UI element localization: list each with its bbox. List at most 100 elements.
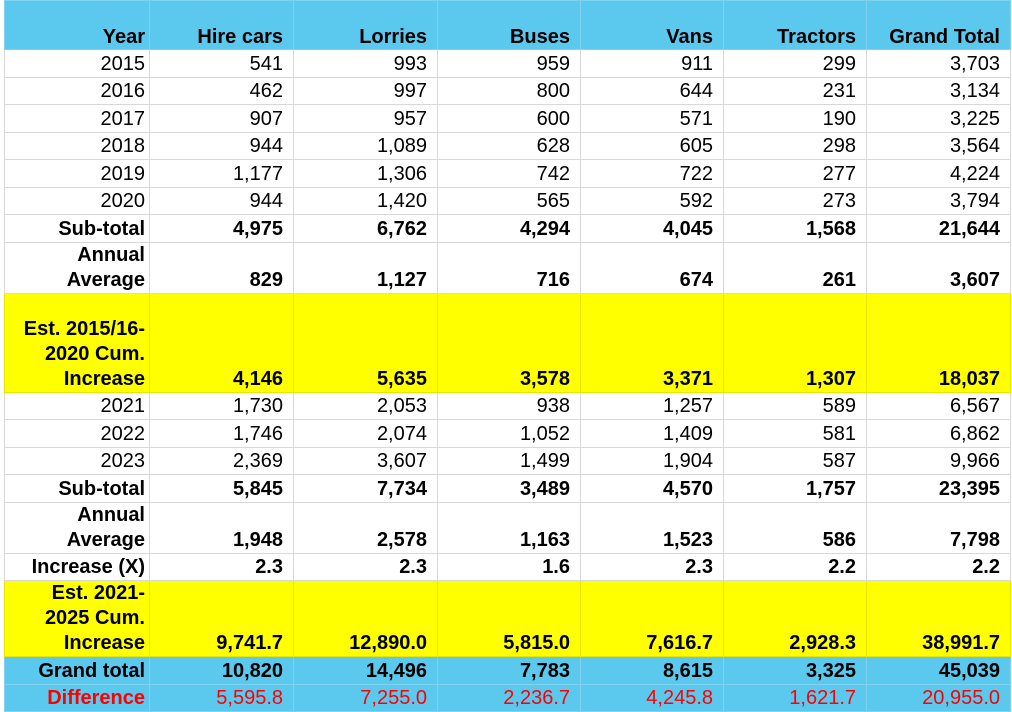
- cell[interactable]: 2.3: [293, 552, 438, 581]
- cell[interactable]: 12,890.0: [293, 580, 438, 657]
- cell[interactable]: 907: [149, 104, 294, 133]
- cell[interactable]: 277: [723, 159, 867, 188]
- cell[interactable]: 45,039: [866, 656, 1011, 685]
- cell[interactable]: 7,616.7: [580, 580, 724, 657]
- cell[interactable]: 589: [723, 391, 867, 420]
- cell[interactable]: 565: [437, 186, 581, 215]
- cell[interactable]: 571: [580, 104, 724, 133]
- cell[interactable]: 2.2: [866, 552, 1011, 581]
- cell[interactable]: 38,991.7: [866, 580, 1011, 657]
- cell[interactable]: 600: [437, 104, 581, 133]
- cell[interactable]: 6,567: [866, 391, 1011, 420]
- header-lorries[interactable]: Lorries: [293, 0, 438, 50]
- cell[interactable]: 2,236.7: [437, 683, 581, 712]
- year-cell[interactable]: 2016: [4, 76, 150, 105]
- cell[interactable]: 1,306: [293, 159, 438, 188]
- year-cell[interactable]: 2019: [4, 159, 150, 188]
- year-cell[interactable]: 2015: [4, 49, 150, 78]
- row-label[interactable]: Difference: [4, 683, 150, 712]
- year-cell[interactable]: 2020: [4, 186, 150, 215]
- cell[interactable]: 1,746: [149, 419, 294, 448]
- cell[interactable]: 2,578: [293, 501, 438, 554]
- cell[interactable]: 190: [723, 104, 867, 133]
- cell[interactable]: 959: [437, 49, 581, 78]
- cell[interactable]: 2.2: [723, 552, 867, 581]
- cell[interactable]: 21,644: [866, 214, 1011, 243]
- cell[interactable]: 716: [437, 241, 581, 294]
- row-label[interactable]: Annual Average: [4, 241, 150, 294]
- cell[interactable]: 1,757: [723, 474, 867, 503]
- cell[interactable]: 997: [293, 76, 438, 105]
- header-buses[interactable]: Buses: [437, 0, 581, 50]
- cell[interactable]: 605: [580, 131, 724, 160]
- header-year[interactable]: Year: [4, 0, 150, 50]
- cell[interactable]: 674: [580, 241, 724, 294]
- cell[interactable]: 2.3: [580, 552, 724, 581]
- cell[interactable]: 2,369: [149, 446, 294, 475]
- header-grand-total[interactable]: Grand Total: [866, 0, 1011, 50]
- cell[interactable]: 6,762: [293, 214, 438, 243]
- cell[interactable]: 3,134: [866, 76, 1011, 105]
- cell[interactable]: 829: [149, 241, 294, 294]
- cell[interactable]: 1,904: [580, 446, 724, 475]
- cell[interactable]: 1,089: [293, 131, 438, 160]
- cell[interactable]: 5,635: [293, 292, 438, 393]
- row-label[interactable]: Sub-total: [4, 474, 150, 503]
- cell[interactable]: 9,741.7: [149, 580, 294, 657]
- cell[interactable]: 462: [149, 76, 294, 105]
- cell[interactable]: 3,325: [723, 656, 867, 685]
- cell[interactable]: 586: [723, 501, 867, 554]
- header-tractors[interactable]: Tractors: [723, 0, 867, 50]
- cell[interactable]: 1,730: [149, 391, 294, 420]
- cell[interactable]: 18,037: [866, 292, 1011, 393]
- year-cell[interactable]: 2021: [4, 391, 150, 420]
- cell[interactable]: 944: [149, 131, 294, 160]
- cell[interactable]: 3,703: [866, 49, 1011, 78]
- cell[interactable]: 8,615: [580, 656, 724, 685]
- cell[interactable]: 993: [293, 49, 438, 78]
- cell[interactable]: 261: [723, 241, 867, 294]
- cell[interactable]: 298: [723, 131, 867, 160]
- cell[interactable]: 1,523: [580, 501, 724, 554]
- year-cell[interactable]: 2018: [4, 131, 150, 160]
- cell[interactable]: 2,053: [293, 391, 438, 420]
- cell[interactable]: 2.3: [149, 552, 294, 581]
- cell[interactable]: 938: [437, 391, 581, 420]
- cell[interactable]: 4,045: [580, 214, 724, 243]
- cell[interactable]: 6,862: [866, 419, 1011, 448]
- cell[interactable]: 644: [580, 76, 724, 105]
- cell[interactable]: 1,409: [580, 419, 724, 448]
- cell[interactable]: 1.6: [437, 552, 581, 581]
- cell[interactable]: 911: [580, 49, 724, 78]
- cell[interactable]: 1,052: [437, 419, 581, 448]
- cell[interactable]: 1,177: [149, 159, 294, 188]
- row-label[interactable]: Annual Average: [4, 501, 150, 554]
- row-label[interactable]: Increase (X): [4, 552, 150, 581]
- cell[interactable]: 14,496: [293, 656, 438, 685]
- cell[interactable]: 3,489: [437, 474, 581, 503]
- year-cell[interactable]: 2017: [4, 104, 150, 133]
- cell[interactable]: 5,595.8: [149, 683, 294, 712]
- cell[interactable]: 231: [723, 76, 867, 105]
- cell[interactable]: 1,621.7: [723, 683, 867, 712]
- cell[interactable]: 4,224: [866, 159, 1011, 188]
- cell[interactable]: 7,255.0: [293, 683, 438, 712]
- cell[interactable]: 587: [723, 446, 867, 475]
- cell[interactable]: 592: [580, 186, 724, 215]
- header-vans[interactable]: Vans: [580, 0, 724, 50]
- cell[interactable]: 4,294: [437, 214, 581, 243]
- cell[interactable]: 23,395: [866, 474, 1011, 503]
- row-label[interactable]: Grand total: [4, 656, 150, 685]
- cell[interactable]: 3,578: [437, 292, 581, 393]
- cell[interactable]: 4,975: [149, 214, 294, 243]
- cell[interactable]: 273: [723, 186, 867, 215]
- cell[interactable]: 1,499: [437, 446, 581, 475]
- cell[interactable]: 581: [723, 419, 867, 448]
- cell[interactable]: 3,607: [866, 241, 1011, 294]
- cell[interactable]: 7,734: [293, 474, 438, 503]
- cell[interactable]: 628: [437, 131, 581, 160]
- row-label[interactable]: Est. 2015/16-2020 Cum. Increase: [4, 292, 150, 393]
- cell[interactable]: 1,127: [293, 241, 438, 294]
- cell[interactable]: 957: [293, 104, 438, 133]
- cell[interactable]: 4,570: [580, 474, 724, 503]
